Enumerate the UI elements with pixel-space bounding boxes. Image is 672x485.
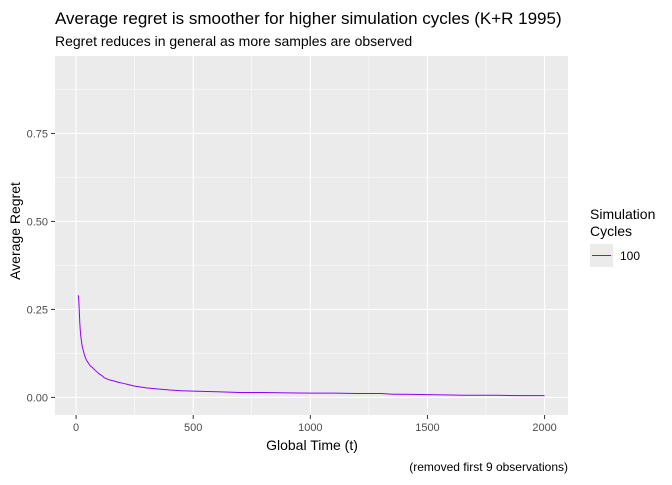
x-tick-label: 1500 bbox=[415, 422, 439, 434]
legend: Simulation Cycles 100 bbox=[590, 206, 655, 267]
x-tick-label: 1000 bbox=[298, 422, 322, 434]
chart-subtitle: Regret reduces in general as more sample… bbox=[55, 33, 412, 49]
chart-title: Average regret is smoother for higher si… bbox=[55, 9, 562, 28]
x-tick-label: 2000 bbox=[532, 422, 556, 434]
y-tick-label: 0.00 bbox=[27, 392, 48, 404]
x-tick-label: 0 bbox=[73, 422, 79, 434]
grid-lines bbox=[55, 56, 568, 415]
y-tick-label: 0.25 bbox=[27, 304, 48, 316]
y-axis: 0.00 0.25 0.50 0.75 bbox=[27, 128, 55, 404]
y-tick-label: 0.50 bbox=[27, 216, 48, 228]
plot-panel bbox=[55, 56, 568, 415]
y-tick-label: 0.75 bbox=[27, 128, 48, 140]
legend-title-line1: Simulation bbox=[590, 206, 655, 222]
y-axis-label: Average Regret bbox=[7, 182, 23, 280]
x-tick-label: 500 bbox=[184, 422, 202, 434]
x-axis-label: Global Time (t) bbox=[266, 437, 358, 453]
chart-caption: (removed first 9 observations) bbox=[409, 460, 568, 474]
series-line-100 bbox=[77, 295, 545, 397]
legend-title-line2: Cycles bbox=[590, 223, 632, 239]
x-axis: 0 500 1000 1500 2000 bbox=[73, 415, 557, 434]
legend-entry-label: 100 bbox=[620, 249, 640, 263]
